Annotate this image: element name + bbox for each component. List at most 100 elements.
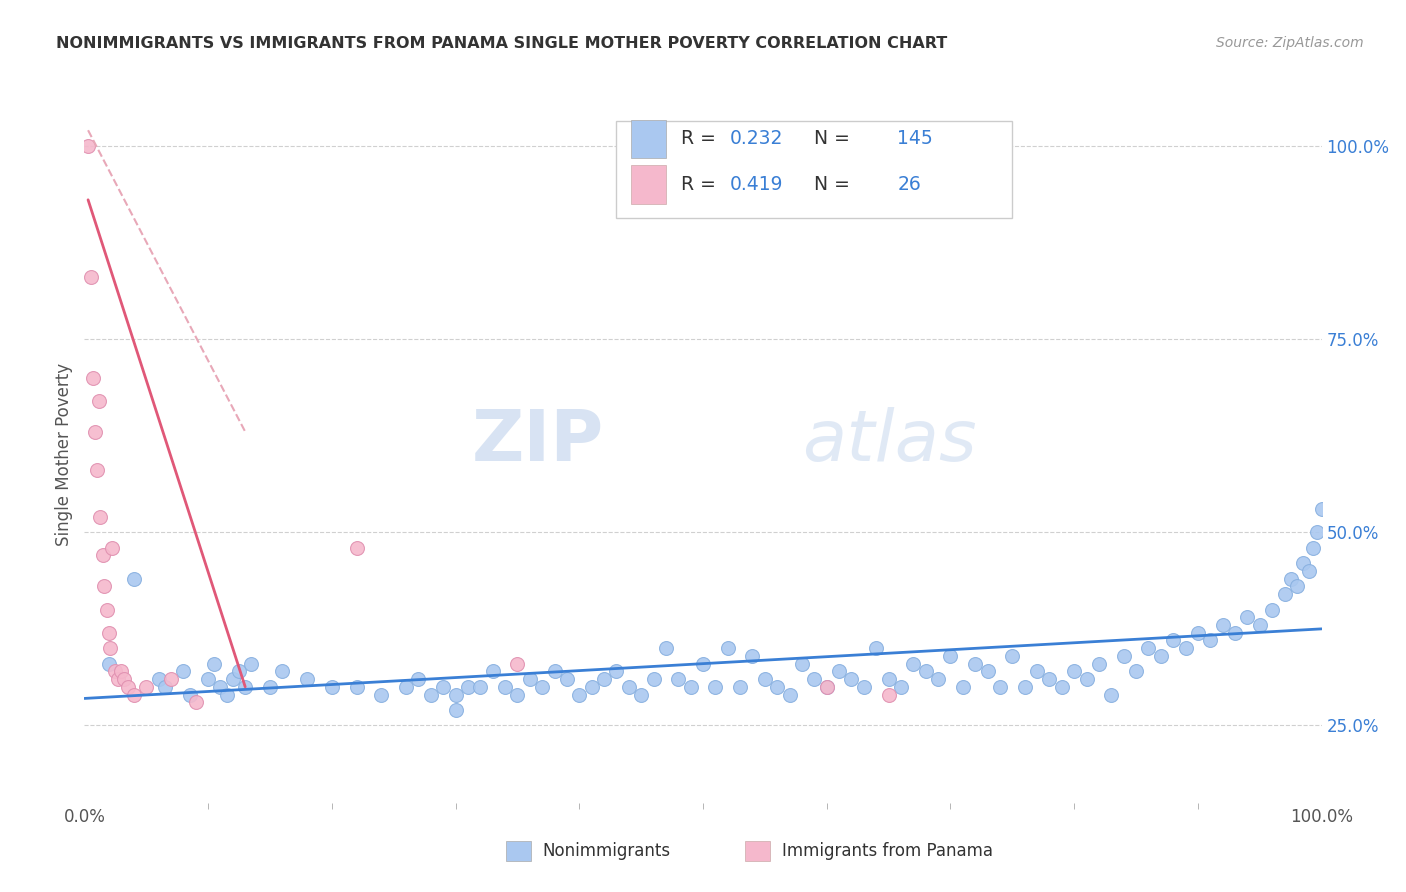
Point (1001, 648, 1024, 663)
Point (84, 425, 107, 439)
Point (240, 657, 263, 671)
Point (184, 695, 207, 709)
Point (965, 657, 987, 671)
Point (877, 688, 900, 702)
Point (1261, 602, 1284, 616)
Point (96, 602, 118, 616)
Point (153, 680, 176, 694)
Point (346, 680, 368, 694)
Point (543, 665, 565, 679)
Point (197, 672, 219, 686)
Point (419, 688, 441, 702)
Point (903, 657, 925, 671)
Point (1038, 672, 1060, 686)
Point (408, 672, 430, 686)
Point (1137, 641, 1160, 656)
Text: NONIMMIGRANTS VS IMMIGRANTS FROM PANAMA SINGLE MOTHER POVERTY CORRELATION CHART: NONIMMIGRANTS VS IMMIGRANTS FROM PANAMA … (56, 36, 948, 51)
Point (89, 509, 111, 524)
Point (91, 549, 114, 563)
Point (679, 680, 702, 694)
Point (519, 672, 541, 686)
Point (1199, 633, 1222, 648)
Point (98, 625, 121, 640)
Text: R =: R = (681, 175, 721, 194)
Point (717, 641, 740, 656)
Y-axis label: Single Mother Poverty: Single Mother Poverty (55, 363, 73, 547)
Point (1014, 680, 1036, 694)
Point (914, 665, 936, 679)
Point (432, 680, 454, 694)
Point (581, 680, 603, 694)
Point (728, 680, 751, 694)
Point (98, 641, 121, 656)
Point (110, 665, 132, 679)
Text: N =: N = (801, 129, 856, 148)
Point (568, 688, 591, 702)
Point (1125, 665, 1147, 679)
Point (890, 680, 912, 694)
Point (988, 680, 1011, 694)
Point (321, 680, 343, 694)
Point (233, 680, 256, 694)
Point (692, 657, 714, 671)
Text: 0.232: 0.232 (730, 129, 783, 148)
Point (1161, 633, 1184, 648)
Point (1150, 648, 1173, 663)
Point (259, 680, 281, 694)
Point (122, 688, 145, 702)
Point (1302, 541, 1324, 555)
Point (1050, 680, 1073, 694)
Point (148, 672, 170, 686)
Point (803, 672, 825, 686)
FancyBboxPatch shape (616, 121, 1012, 219)
Point (1279, 572, 1302, 586)
Point (117, 680, 139, 694)
Point (86, 463, 108, 477)
Text: Source: ZipAtlas.com: Source: ZipAtlas.com (1216, 36, 1364, 50)
Point (1223, 625, 1246, 640)
Point (779, 688, 801, 702)
Point (93, 579, 115, 593)
Point (444, 703, 467, 717)
Point (506, 688, 529, 702)
Point (1112, 648, 1135, 663)
Point (1298, 564, 1320, 578)
Point (470, 680, 492, 694)
Point (790, 657, 813, 671)
FancyBboxPatch shape (631, 120, 666, 158)
Text: atlas: atlas (801, 407, 977, 475)
Point (457, 680, 479, 694)
Point (100, 541, 122, 555)
Point (815, 680, 838, 694)
Point (1088, 657, 1111, 671)
Point (1236, 610, 1258, 624)
Point (617, 680, 640, 694)
Point (98, 657, 121, 671)
Point (643, 672, 665, 686)
Point (135, 680, 157, 694)
Point (828, 665, 851, 679)
Text: 145: 145 (897, 129, 934, 148)
Point (395, 680, 418, 694)
Point (104, 665, 127, 679)
Point (877, 672, 900, 686)
Point (1187, 625, 1209, 640)
Text: 0.419: 0.419 (730, 175, 783, 194)
Point (531, 680, 554, 694)
Text: Nonimmigrants: Nonimmigrants (543, 842, 671, 860)
Point (865, 641, 887, 656)
Point (704, 680, 727, 694)
Point (172, 665, 194, 679)
Point (655, 641, 678, 656)
Point (271, 665, 294, 679)
Point (444, 688, 467, 702)
Point (593, 672, 616, 686)
Point (494, 680, 516, 694)
Point (222, 672, 245, 686)
Text: N =: N = (801, 175, 856, 194)
Point (346, 541, 368, 555)
Point (481, 665, 503, 679)
Point (555, 672, 578, 686)
Point (506, 657, 529, 671)
Point (89, 393, 111, 408)
